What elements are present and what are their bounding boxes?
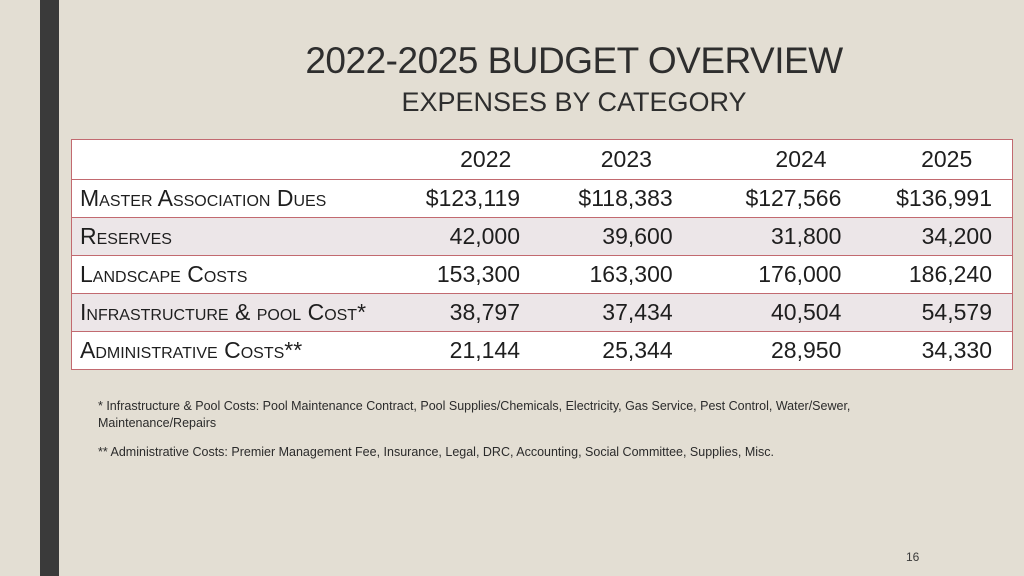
table-cell: $136,991 — [871, 179, 1013, 218]
page-number: 16 — [906, 550, 920, 564]
header-cell-category — [71, 139, 400, 180]
table-cell: $127,566 — [700, 179, 872, 218]
table-cell: 37,434 — [552, 293, 701, 332]
table-cell: 153,300 — [399, 255, 553, 294]
row-label-landscape-costs: Landscape Costs — [71, 255, 400, 294]
table-cell: 163,300 — [552, 255, 701, 294]
budget-table: 2022 2023 2024 2025 Master Association D… — [71, 139, 1013, 370]
slide-subtitle: EXPENSES BY CATEGORY — [401, 87, 747, 117]
row-label-reserves: Reserves — [71, 217, 400, 256]
table-row: Landscape Costs 153,300 163,300 176,000 … — [71, 255, 1013, 294]
table-cell: 39,600 — [552, 217, 701, 256]
table-row: Administrative Costs** 21,144 25,344 28,… — [71, 331, 1013, 370]
table-row: Infrastructure & pool Cost* 38,797 37,43… — [71, 293, 1013, 332]
table-cell: 38,797 — [399, 293, 553, 332]
header-cell-2025: 2025 — [871, 139, 1013, 180]
header-cell-2023: 2023 — [552, 139, 701, 180]
footnote-administrative: ** Administrative Costs: Premier Managem… — [98, 445, 774, 459]
table-cell: 176,000 — [700, 255, 872, 294]
table-row: Master Association Dues $123,119 $118,38… — [71, 179, 1013, 218]
table-cell: 31,800 — [700, 217, 872, 256]
table-cell: 186,240 — [871, 255, 1013, 294]
table-header-row: 2022 2023 2024 2025 — [71, 139, 1013, 180]
table-cell: 28,950 — [700, 331, 872, 370]
table-cell: 25,344 — [552, 331, 701, 370]
table-cell: 21,144 — [399, 331, 553, 370]
table-cell: 54,579 — [871, 293, 1013, 332]
table-cell: 34,200 — [871, 217, 1013, 256]
header-cell-2022: 2022 — [399, 139, 553, 180]
row-label-infrastructure-pool-cost: Infrastructure & pool Cost* — [71, 293, 400, 332]
table-cell: $123,119 — [399, 179, 553, 218]
table-cell: $118,383 — [552, 179, 701, 218]
table-row: Reserves 42,000 39,600 31,800 34,200 — [71, 217, 1013, 256]
slide-title: 2022-2025 BUDGET OVERVIEW — [305, 40, 843, 81]
header-cell-2024: 2024 — [700, 139, 872, 180]
left-accent-bar — [40, 0, 59, 576]
table-cell: 40,504 — [700, 293, 872, 332]
table-cell: 42,000 — [399, 217, 553, 256]
table-cell: 34,330 — [871, 331, 1013, 370]
row-label-administrative-costs: Administrative Costs** — [71, 331, 400, 370]
row-label-master-association-dues: Master Association Dues — [71, 179, 400, 218]
footnote-infrastructure: * Infrastructure & Pool Costs: Pool Main… — [98, 399, 851, 430]
